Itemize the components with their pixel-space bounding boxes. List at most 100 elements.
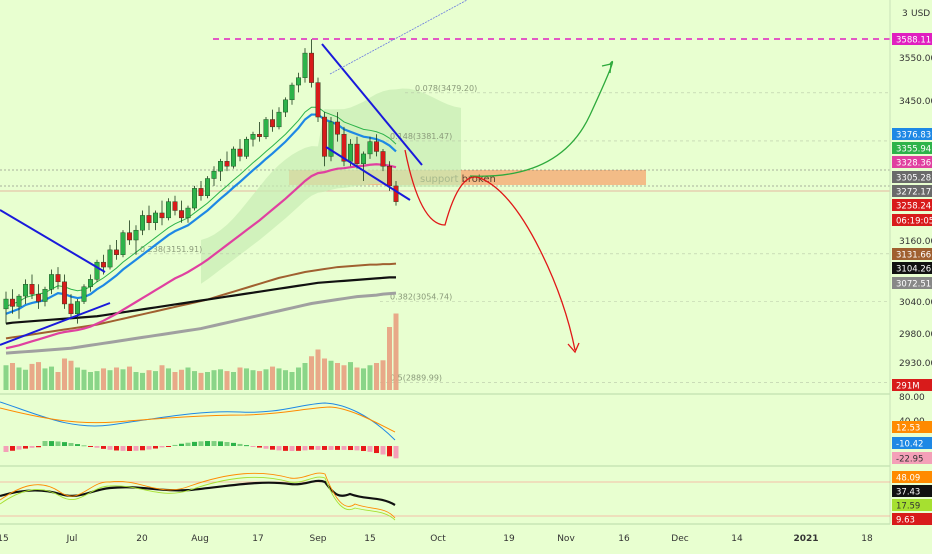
macd-hist-bar — [237, 443, 243, 446]
candle — [120, 230, 126, 258]
volume-bar — [270, 366, 275, 390]
volume-bar — [192, 371, 197, 390]
price-label: 3272.17 — [896, 188, 931, 198]
price-tick-3450: 3450.00 — [899, 97, 932, 107]
volume-bar — [257, 371, 262, 390]
candle — [36, 284, 42, 309]
candle — [296, 72, 302, 93]
volume-bar — [10, 363, 15, 390]
volume-bar — [179, 369, 184, 390]
osc-value-tag — [892, 513, 932, 525]
price-label: 06:19:05 — [896, 217, 932, 227]
macd-hist-bar — [276, 446, 282, 451]
price-label-tag — [892, 185, 932, 197]
candle — [302, 48, 308, 83]
candle — [23, 279, 29, 304]
price-label-tag — [892, 214, 932, 226]
macd-hist-bar — [250, 446, 256, 447]
price-axis[interactable]: 3 USD 3550.00 3450.00 3160.00 3040.00 29… — [892, 9, 932, 526]
volume-bar — [120, 369, 126, 390]
signal-line — [0, 406, 396, 433]
price-label: 3355.94 — [896, 145, 931, 155]
macd-hist-bar — [328, 446, 334, 450]
candle — [380, 149, 386, 172]
volume-bar — [55, 372, 61, 390]
candle — [62, 274, 68, 309]
time-tick: 15 — [0, 534, 9, 544]
candle — [257, 121, 263, 142]
macd-hist-bar — [361, 446, 366, 451]
macd-value: -22.95 — [896, 455, 923, 465]
time-tick: 2021 — [793, 534, 818, 544]
candle — [328, 117, 334, 162]
volume-bar — [309, 356, 314, 390]
volume-bar — [16, 367, 22, 390]
volume-bar — [29, 363, 35, 390]
price-label-tag — [892, 128, 932, 140]
bullish-scenario-arrow[interactable] — [469, 61, 614, 177]
macd-hist-bar — [81, 445, 87, 447]
volume-bar — [185, 367, 191, 390]
price-label-tag — [892, 199, 932, 211]
macd-hist-bar — [315, 446, 321, 450]
volume-bar — [42, 368, 48, 390]
wedge-upper-line[interactable] — [321, 43, 423, 166]
candle — [126, 220, 132, 245]
wedge-lower-line[interactable] — [325, 146, 411, 201]
volume-bar — [354, 367, 360, 390]
price-label-tag — [892, 33, 932, 45]
candle — [322, 112, 328, 167]
volume-bar — [205, 372, 210, 390]
macd-hist-bar — [75, 444, 80, 446]
candle — [263, 117, 269, 140]
macd-hist-bar — [114, 446, 119, 451]
trendline-july-down[interactable] — [0, 209, 106, 273]
macd-hist-bar — [140, 446, 145, 451]
candle — [87, 274, 93, 292]
candle — [217, 158, 223, 181]
candle — [16, 294, 22, 319]
extension-line — [329, 0, 468, 75]
volume-bar — [153, 371, 158, 390]
macd-hist-bar — [42, 441, 48, 446]
volume-bar — [172, 372, 178, 390]
macd-hist-bar — [393, 446, 399, 459]
candle — [74, 299, 80, 324]
time-tick: 17 — [252, 534, 263, 544]
macd-hist-bar — [107, 446, 113, 450]
macd-hist-bar — [231, 442, 236, 446]
volume-bar — [244, 368, 249, 390]
candle — [185, 205, 191, 223]
volume-bar — [283, 370, 288, 390]
price-label-tag — [892, 248, 932, 260]
volume-bar — [393, 313, 399, 390]
oscillator-panel — [0, 472, 890, 521]
price-label-tag — [892, 171, 932, 183]
macd-hist-bar — [192, 441, 197, 446]
candle — [243, 136, 249, 159]
candle — [361, 151, 367, 181]
time-tick: Nov — [557, 534, 575, 544]
time-tick: Sep — [310, 534, 327, 544]
scale-prefix: 3 — [902, 9, 908, 19]
volume-bar — [231, 372, 236, 390]
price-label: 3376.83 — [896, 131, 931, 141]
ema-mid-line — [5, 163, 397, 350]
time-axis[interactable]: 15 Jul 20 Aug 17 Sep 15 Oct 19 Nov 16 Dec 14 2021 18 — [0, 534, 873, 544]
macd-value: -10.42 — [896, 440, 923, 450]
bearish-scenario-arrow[interactable] — [404, 149, 576, 351]
macd-hist-bar — [211, 441, 217, 446]
macd-hist-bar — [146, 446, 152, 450]
volume-bar — [159, 365, 165, 390]
candle — [315, 77, 321, 122]
candle — [374, 134, 380, 157]
trendline-july-up[interactable] — [0, 302, 111, 346]
candle — [237, 139, 243, 162]
candle — [133, 225, 139, 255]
fib-label: 0.078(3479.20) — [415, 84, 477, 93]
candle — [211, 166, 217, 186]
time-tick: 18 — [861, 534, 873, 544]
fib-label: 0.382(3054.74) — [390, 293, 452, 302]
